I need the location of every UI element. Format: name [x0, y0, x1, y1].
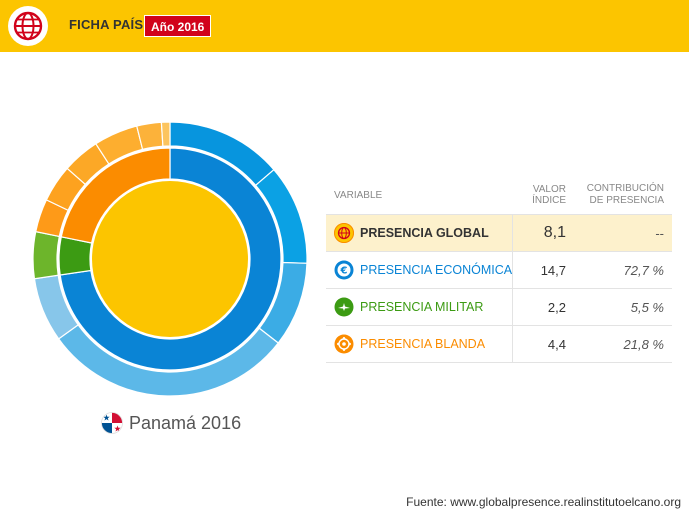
- center-disc: [92, 181, 248, 337]
- row-value: 4,4: [512, 325, 574, 363]
- slice-outer-5[interactable]: [32, 230, 60, 280]
- row-value: 2,2: [512, 288, 574, 326]
- row-contribution: 21,8 %: [574, 325, 672, 363]
- euro-icon: €: [334, 260, 354, 280]
- page-title: FICHA PAÍS: [69, 17, 144, 32]
- table-row-presencia-global[interactable]: PRESENCIA GLOBAL 8,1 --: [326, 214, 672, 252]
- table-row-presencia-militar[interactable]: PRESENCIA MILITAR 2,2 5,5 %: [326, 288, 672, 326]
- table-row-presencia-economica[interactable]: € PRESENCIA ECONÓMICA 14,7 72,7 %: [326, 251, 672, 289]
- slice-outer-11[interactable]: [160, 121, 171, 147]
- slice-middle-0[interactable]: [59, 147, 282, 371]
- row-value: 14,7: [512, 251, 574, 289]
- row-contribution: 72,7 %: [574, 251, 672, 289]
- slice-middle-2[interactable]: [60, 147, 171, 244]
- header-valor-indice: VALOR ÍNDICE: [532, 184, 566, 206]
- middle-ring: [58, 147, 282, 371]
- row-label: PRESENCIA BLANDA: [360, 337, 486, 351]
- row-contribution: --: [574, 214, 672, 252]
- table-header-row: VARIABLE VALOR ÍNDICE CONTRIBUCIÓN DE PR…: [326, 176, 672, 215]
- slice-center-global[interactable]: [92, 181, 248, 337]
- svg-text:€: €: [340, 266, 348, 277]
- source-note: Fuente: www.globalpresence.realinstituto…: [406, 495, 681, 509]
- globe-logo-icon: [8, 6, 48, 46]
- row-label: PRESENCIA ECONÓMICA: [360, 263, 513, 277]
- table-row-presencia-blanda[interactable]: PRESENCIA BLANDA 4,4 21,8 %: [326, 325, 672, 363]
- presence-sunburst-chart: [32, 121, 308, 397]
- outer-ring: [32, 121, 308, 397]
- row-value: 8,1: [512, 214, 574, 252]
- row-contribution: 5,5 %: [574, 288, 672, 326]
- header-contribucion-text: CONTRIBUCIÓN DE PRESENCIA: [586, 183, 664, 206]
- year-badge: Año 2016: [144, 15, 212, 37]
- presence-table: VARIABLE VALOR ÍNDICE CONTRIBUCIÓN DE PR…: [326, 176, 672, 363]
- plane-icon: [334, 297, 354, 317]
- header-bar: FICHA PAÍS Año 2016: [0, 0, 689, 52]
- globe-icon: [334, 223, 354, 243]
- row-label: PRESENCIA MILITAR: [360, 300, 484, 314]
- row-label: PRESENCIA GLOBAL: [360, 226, 489, 240]
- country-label: Panamá 2016: [129, 413, 242, 433]
- soft-power-icon: [334, 334, 354, 354]
- header-variable: VARIABLE: [334, 189, 383, 201]
- header-contribucion: CONTRIBUCIÓN DE PRESENCIA: [574, 176, 672, 215]
- panama-flag-icon: [101, 412, 123, 434]
